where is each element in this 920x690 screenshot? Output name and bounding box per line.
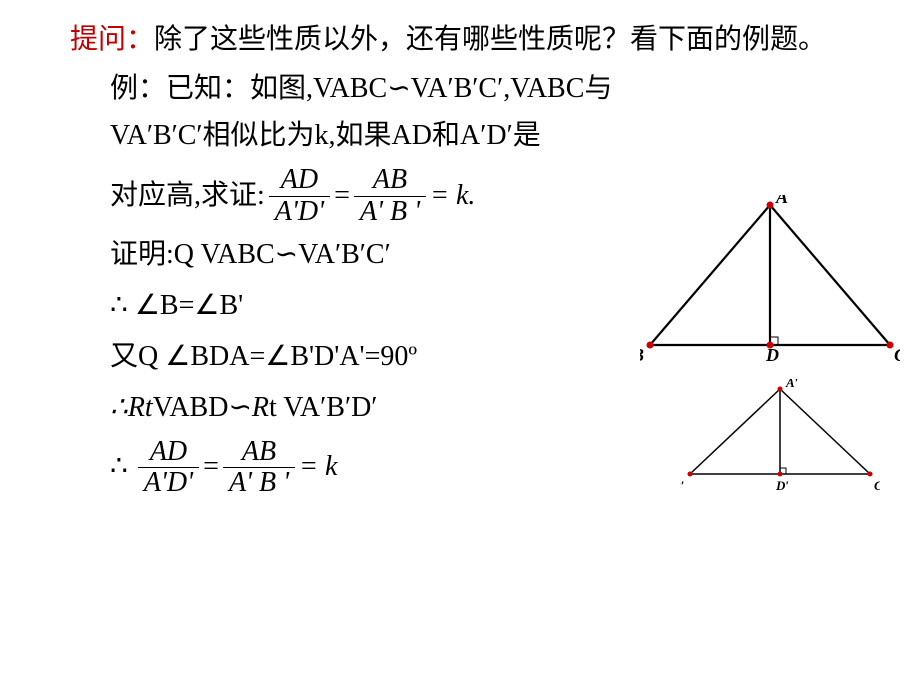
peq-k: = k xyxy=(299,445,337,490)
diagram-area: A B C D A′ B′ C′ D′ xyxy=(640,195,900,494)
question-line: 提问：除了这些性质以外，还有哪些性质呢？看下面的例题。 xyxy=(70,20,870,59)
svg-text:C: C xyxy=(894,345,900,365)
ex1-suffix: VABC与 xyxy=(510,73,612,104)
svg-text:D: D xyxy=(765,345,779,365)
pfrac2-den: A' B ' xyxy=(223,468,295,499)
eq-k: = k. xyxy=(430,174,475,219)
svg-text:A′: A′ xyxy=(785,379,799,390)
pfrac2: AB A' B ' xyxy=(223,437,295,500)
question-label: 提问： xyxy=(70,24,154,55)
proof3: 又Q ∠BDA=∠B'D'A'=90º xyxy=(110,335,417,380)
example-line-2: VA′B′C′相似比为k,如果AD和A′D′是 xyxy=(110,114,870,159)
frac-ad-adp: AD A'D' xyxy=(269,165,330,228)
proof4: Rt xyxy=(128,386,153,431)
example-line-1: 例：已知：如图,VABC∽VA′B′C′,VABC与 xyxy=(110,67,870,112)
svg-text:B: B xyxy=(640,345,644,365)
eq1: = xyxy=(334,174,350,219)
proof4b: VABD∽ xyxy=(153,386,252,431)
pfrac2-num: AB xyxy=(223,437,295,469)
pfrac1: AD A'D' xyxy=(138,437,199,500)
triangle-large: A B C D xyxy=(640,195,900,375)
proof5-therefore: ∴ xyxy=(110,445,128,490)
pfrac1-den: A'D' xyxy=(138,468,199,499)
proof2: ∴ ∠B=∠B' xyxy=(110,284,243,329)
triangle-small: A′ B′ C′ D′ xyxy=(680,379,880,494)
ex3-prefix: 对应高,求证: xyxy=(110,174,265,219)
svg-text:B′: B′ xyxy=(680,478,685,493)
frac2-num: AB xyxy=(354,165,426,197)
proof1: 证明:Q VABC∽VA′B′C′ xyxy=(110,233,391,278)
frac1-den: A'D' xyxy=(269,197,330,228)
ex1-sim: VABC∽VA′B′C′, xyxy=(313,73,510,104)
svg-text:D′: D′ xyxy=(775,478,789,493)
ex1-prefix: 例：已知：如图, xyxy=(110,73,313,104)
peq1: = xyxy=(203,445,219,490)
frac-ab-abp: AB A' B ' xyxy=(354,165,426,228)
pfrac1-num: AD xyxy=(138,437,199,469)
question-text: 除了这些性质以外，还有哪些性质呢？看下面的例题。 xyxy=(154,24,826,55)
svg-text:A: A xyxy=(775,195,788,207)
frac1-num: AD xyxy=(269,165,330,197)
frac2-den: A' B ' xyxy=(354,197,426,228)
proof4-therefore: ∴ xyxy=(110,386,128,431)
ex2: VA′B′C′相似比为k,如果AD和A′D′是 xyxy=(110,120,541,151)
svg-text:C′: C′ xyxy=(874,478,880,493)
